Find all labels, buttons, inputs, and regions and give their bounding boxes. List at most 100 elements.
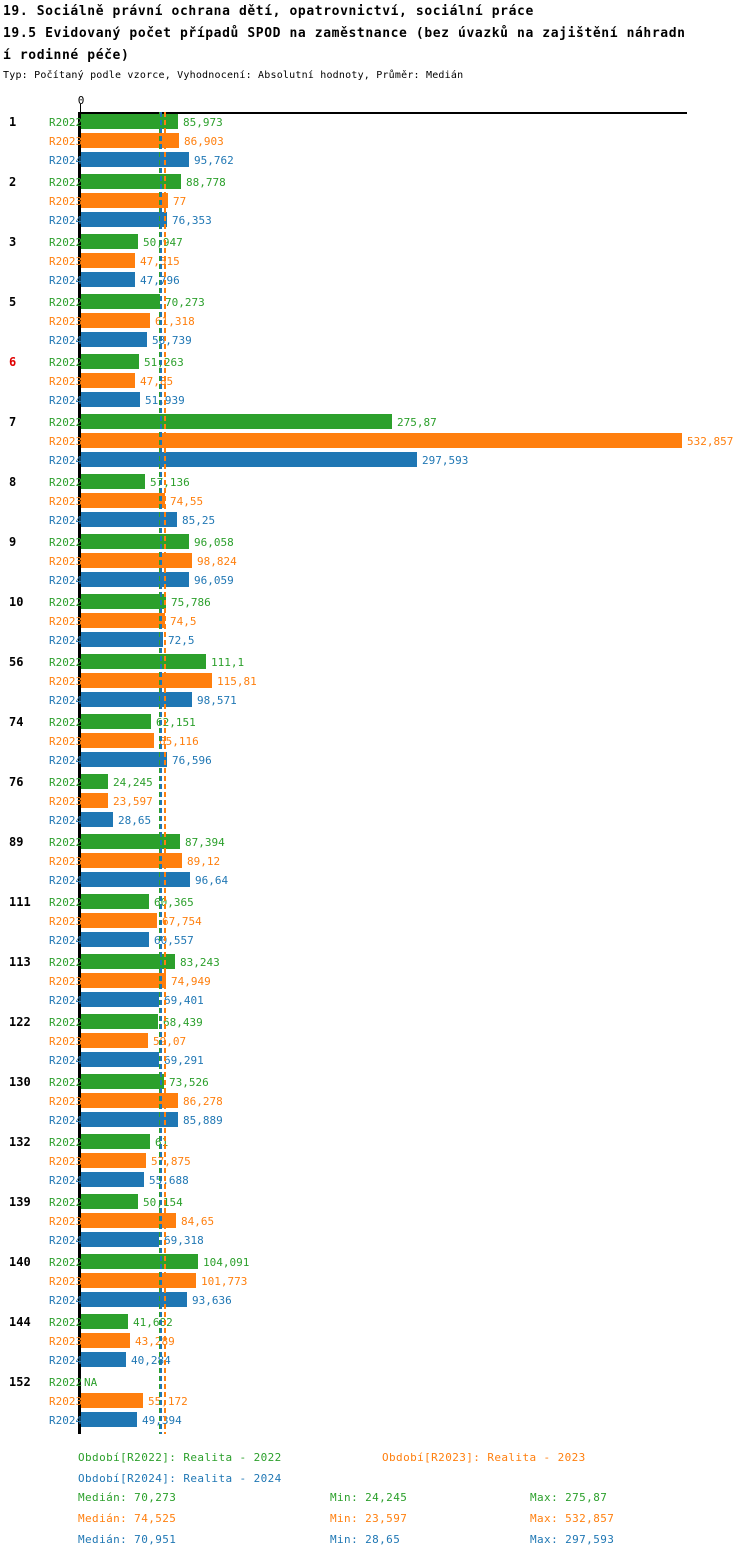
series-label-r2022: R2022 (49, 1076, 83, 1089)
value-label-r2023: 57,875 (151, 1155, 191, 1168)
group-label: 152 (9, 1375, 31, 1389)
series-label-r2023: R2023 (49, 1395, 83, 1408)
bar-r2022 (81, 1194, 138, 1209)
bar-r2022 (81, 294, 160, 309)
value-label-r2022: 83,243 (180, 956, 220, 969)
legend-item-r2024: Období[R2024]: Realita - 2024 (78, 1472, 282, 1485)
value-label-r2023: 59,07 (153, 1035, 187, 1048)
series-label-r2022: R2022 (49, 116, 83, 129)
bar-r2023 (81, 493, 165, 508)
bar-r2022 (81, 1014, 158, 1029)
median-line-r2024 (160, 112, 162, 1434)
value-label-r2023: 98,824 (197, 555, 237, 568)
bar-r2024 (81, 152, 189, 167)
value-label-r2023: 86,278 (183, 1095, 223, 1108)
bar-r2023 (81, 793, 108, 808)
series-label-r2024: R2024 (49, 394, 83, 407)
series-label-r2024: R2024 (49, 1054, 83, 1067)
bar-r2022 (81, 714, 151, 729)
value-label-r2024: 55,688 (149, 1174, 189, 1187)
bar-r2022 (81, 414, 392, 429)
bar-r2024 (81, 452, 417, 467)
value-label-r2022: 24,245 (113, 776, 153, 789)
value-label-r2022: 104,091 (203, 1256, 250, 1269)
bar-r2023 (81, 733, 154, 748)
bar-r2024 (81, 632, 163, 647)
value-label-r2023: 532,857 (687, 435, 734, 448)
value-label-r2024: 69,291 (164, 1054, 204, 1067)
bar-r2023 (81, 433, 682, 448)
series-label-r2023: R2023 (49, 675, 83, 688)
series-label-r2022: R2022 (49, 1136, 83, 1149)
bar-r2023 (81, 613, 165, 628)
legend-item-r2022: Období[R2022]: Realita - 2022 (78, 1451, 282, 1464)
series-label-r2024: R2024 (49, 1114, 83, 1127)
value-label-r2024: 28,65 (118, 814, 152, 827)
bar-r2022 (81, 474, 145, 489)
series-label-r2022: R2022 (49, 836, 83, 849)
series-label-r2023: R2023 (49, 975, 83, 988)
bar-r2024 (81, 752, 167, 767)
series-label-r2022: R2022 (49, 656, 83, 669)
series-label-r2023: R2023 (49, 615, 83, 628)
series-label-r2022: R2022 (49, 596, 83, 609)
bar-r2023 (81, 1153, 146, 1168)
stat-median-r2022: Medián: 70,273 (78, 1491, 177, 1504)
axis-baseline (78, 112, 81, 1434)
value-label-r2023: 55,172 (148, 1395, 188, 1408)
value-label-r2024: 96,059 (194, 574, 234, 587)
bar-r2023 (81, 373, 135, 388)
series-label-r2024: R2024 (49, 1294, 83, 1307)
bar-r2023 (81, 913, 157, 928)
series-label-r2024: R2024 (49, 754, 83, 767)
value-label-r2023: 67,754 (162, 915, 202, 928)
group-label: 3 (9, 235, 17, 249)
series-label-r2024: R2024 (49, 1354, 83, 1367)
value-label-r2022: 87,394 (185, 836, 225, 849)
series-label-r2024: R2024 (49, 934, 83, 947)
value-label-r2022: 96,058 (194, 536, 234, 549)
series-label-r2024: R2024 (49, 994, 83, 1007)
series-label-r2022: R2022 (49, 1316, 83, 1329)
series-label-r2024: R2024 (49, 634, 83, 647)
series-label-r2022: R2022 (49, 296, 83, 309)
series-label-r2022: R2022 (49, 356, 83, 369)
series-label-r2023: R2023 (49, 555, 83, 568)
bar-r2022 (81, 114, 178, 129)
series-label-r2023: R2023 (49, 495, 83, 508)
series-label-r2023: R2023 (49, 1275, 83, 1288)
value-label-r2023: 23,597 (113, 795, 153, 808)
value-label-r2022: 51,263 (144, 356, 184, 369)
series-label-r2022: R2022 (49, 956, 83, 969)
series-label-r2024: R2024 (49, 874, 83, 887)
group-label: 89 (9, 835, 24, 849)
bar-r2024 (81, 392, 140, 407)
value-label-r2022: 275,87 (397, 416, 437, 429)
value-label-r2024: 69,318 (164, 1234, 204, 1247)
series-label-r2024: R2024 (49, 454, 83, 467)
group-label: 8 (9, 475, 17, 489)
series-label-r2023: R2023 (49, 1335, 83, 1348)
value-label-r2022: 75,786 (171, 596, 211, 609)
group-label: 7 (9, 415, 17, 429)
bar-r2022 (81, 1314, 128, 1329)
bar-r2023 (81, 193, 168, 208)
bar-r2023 (81, 133, 179, 148)
series-label-r2023: R2023 (49, 195, 83, 208)
bar-r2022 (81, 594, 166, 609)
series-label-r2024: R2024 (49, 1174, 83, 1187)
value-label-r2023: 65,116 (159, 735, 199, 748)
stat-min-r2022: Min: 24,245 (330, 1491, 408, 1504)
group-label: 111 (9, 895, 31, 909)
bar-r2024 (81, 1412, 137, 1427)
group-label: 6 (9, 355, 17, 369)
value-label-r2022: 60,365 (154, 896, 194, 909)
bar-r2022 (81, 774, 108, 789)
bar-r2023 (81, 1033, 148, 1048)
series-label-r2023: R2023 (49, 735, 83, 748)
axis-top-line (78, 112, 687, 114)
value-label-r2023: 101,773 (201, 1275, 248, 1288)
series-label-r2023: R2023 (49, 1215, 83, 1228)
series-label-r2022: R2022 (49, 1196, 83, 1209)
